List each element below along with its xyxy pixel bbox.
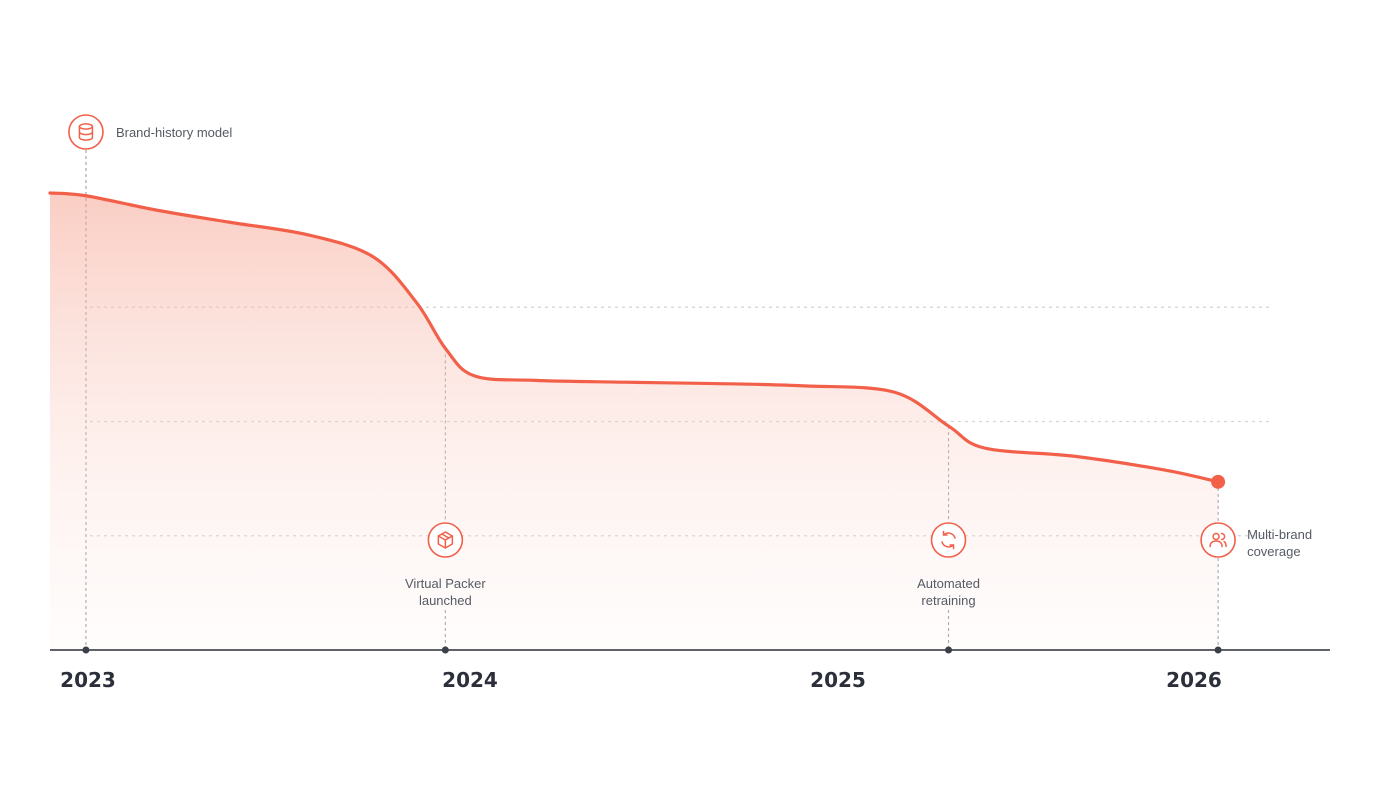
box-icon [427,522,464,558]
area-fill-layer [48,191,1226,650]
milestone-annotations: Brand-history model Virtual Packer launche… [68,114,1312,608]
annotation-label-0-0: Brand-history model [116,125,232,140]
axis-dot-0 [82,646,90,654]
x-tick-labels: 2023 2024 2025 2026 [60,668,1222,692]
axis-dot-2 [945,646,953,654]
area-fill [50,193,1219,650]
x-axis [50,646,1330,654]
x-tick-label-2025: 2025 [810,668,866,692]
database-icon [68,114,104,150]
annotation-label-1-1: launched [419,593,472,608]
annotation-label-2-1: retraining [921,593,975,608]
axis-dot-1 [441,646,449,654]
refresh-icon [930,522,967,558]
series-end-point [1211,474,1226,489]
annotation-label-1-0: Virtual Packer [405,576,486,591]
annotation-label-2-0: Automated [917,576,980,591]
annotation-label-3-1: coverage [1247,544,1300,559]
series-line [48,191,1220,484]
users-icon [1200,522,1236,558]
x-tick-label-2024: 2024 [442,668,498,692]
x-tick-label-2026: 2026 [1166,668,1222,692]
annotation-label-3-0: Multi-brand [1247,527,1312,542]
axis-dot-3 [1214,646,1222,654]
x-tick-label-2023: 2023 [60,668,116,692]
